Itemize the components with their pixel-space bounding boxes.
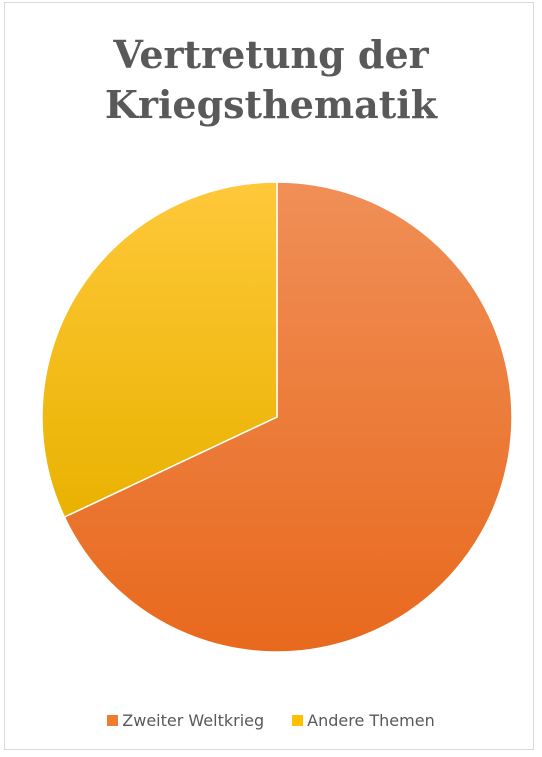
chart-title: Vertretung der Kriegsthematik xyxy=(0,30,542,130)
legend-item-zweiter-weltkrieg[interactable]: Zweiter Weltkrieg xyxy=(107,711,264,730)
legend-item-andere-themen[interactable]: Andere Themen xyxy=(292,711,435,730)
chart-title-line-1: Vertretung der xyxy=(113,32,429,77)
pie-slice-andere-themen[interactable] xyxy=(41,181,278,519)
legend-swatch-zweiter-weltkrieg xyxy=(107,715,119,726)
chart-legend: Zweiter Weltkrieg Andere Themen xyxy=(0,711,542,730)
pie-slice-zweiter-weltkrieg[interactable] xyxy=(63,181,513,653)
legend-label-zweiter-weltkrieg: Zweiter Weltkrieg xyxy=(122,711,265,730)
legend-label-andere-themen: Andere Themen xyxy=(307,711,435,730)
chart-title-line-2: Kriegsthematik xyxy=(104,82,438,127)
legend-swatch-andere-themen xyxy=(292,715,304,726)
